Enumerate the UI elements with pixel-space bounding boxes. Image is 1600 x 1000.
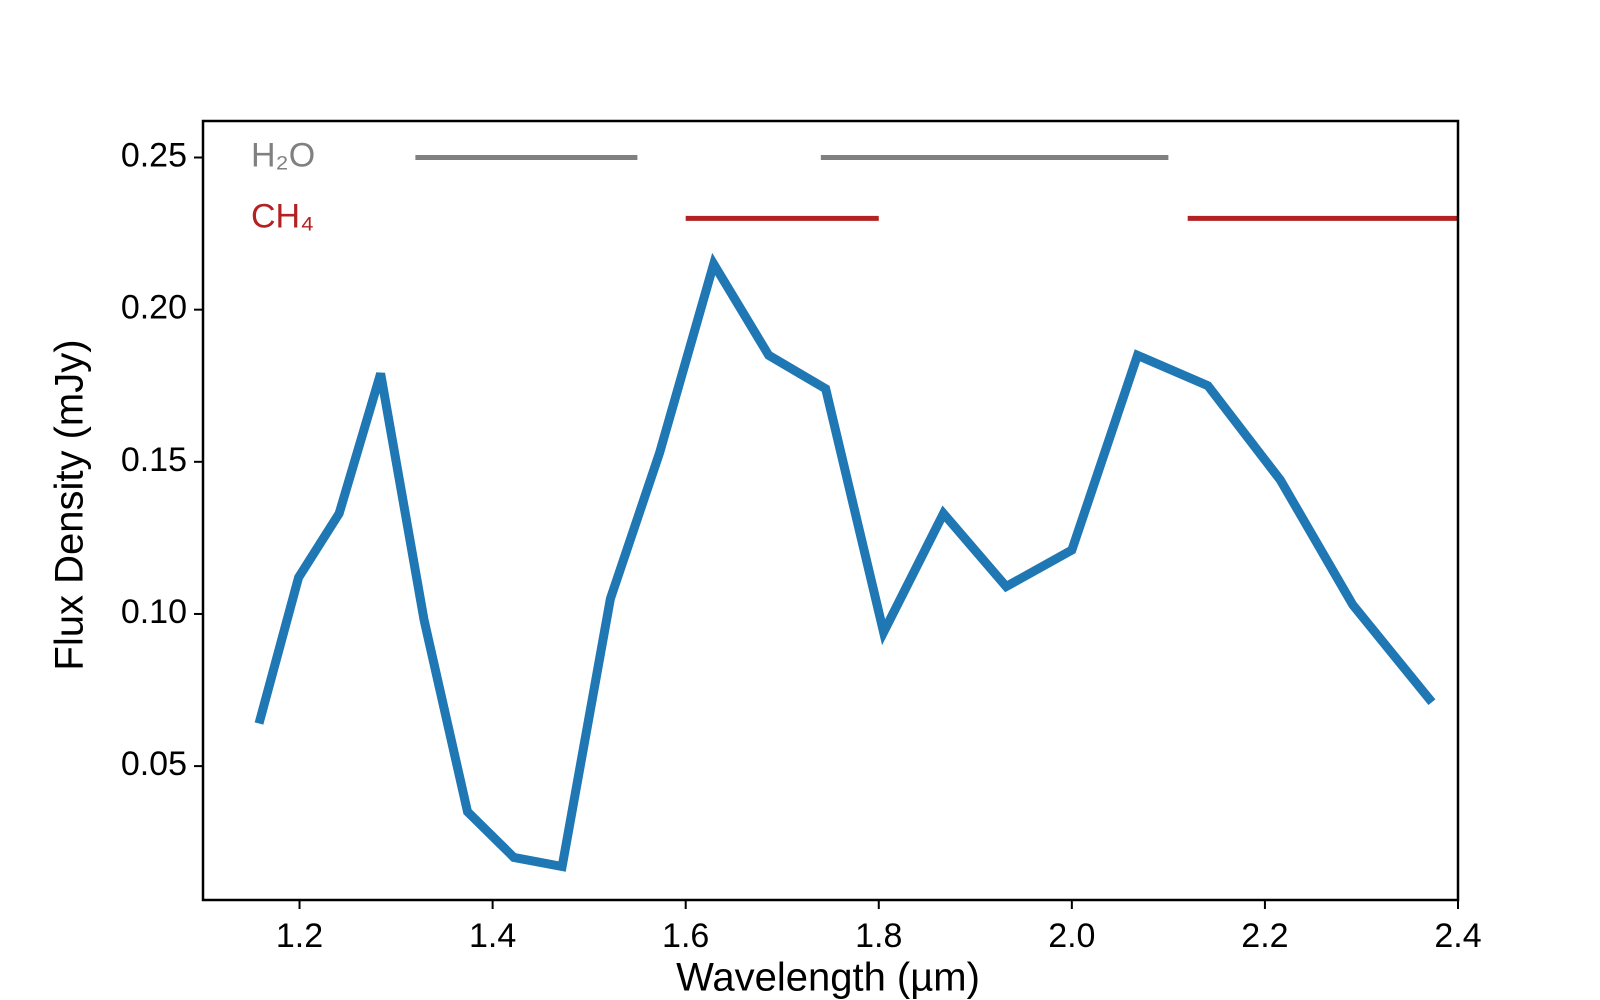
band-label: H₂O [251, 137, 315, 175]
x-tick-label: 1.8 [855, 917, 902, 955]
x-tick-label: 1.2 [276, 917, 323, 955]
y-tick-label: 0.25 [121, 137, 187, 175]
data-line [254, 252, 1436, 872]
y-tick-label: 0.10 [121, 593, 187, 631]
x-tick-label: 1.4 [469, 917, 516, 955]
y-tick-label: 0.15 [121, 441, 187, 479]
x-tick-label: 1.6 [662, 917, 709, 955]
band-label: CH₄ [251, 197, 314, 235]
x-axis-label: Wavelength (µm) [676, 956, 980, 1000]
y-tick-label: 0.20 [121, 289, 187, 327]
y-tick-label: 0.05 [121, 745, 187, 783]
x-tick-label: 2.4 [1434, 917, 1481, 955]
x-tick-label: 2.2 [1241, 917, 1288, 955]
y-axis-label: Flux Density (mJy) [48, 339, 92, 670]
plot-frame [201, 119, 1460, 902]
x-tick-label: 2.0 [1048, 917, 1095, 955]
